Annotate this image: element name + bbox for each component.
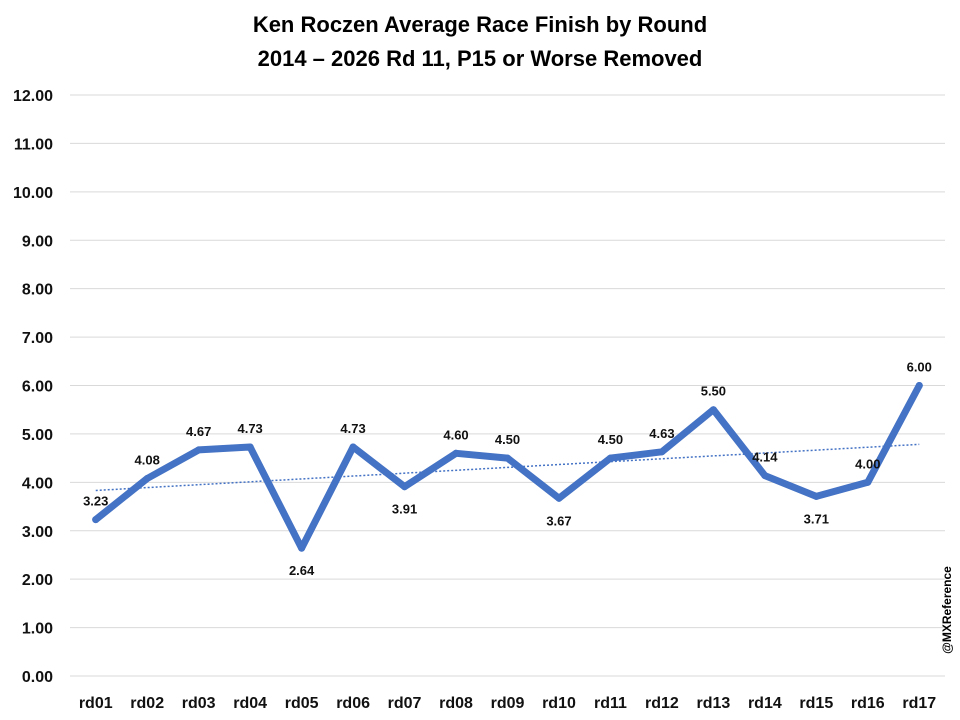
x-tick-label: rd13	[696, 695, 730, 712]
data-label: 3.67	[546, 513, 571, 528]
data-point	[915, 382, 923, 389]
data-point	[864, 478, 872, 486]
data-point	[349, 443, 357, 451]
trendline	[95, 443, 920, 492]
x-tick-label: rd06	[336, 695, 370, 712]
x-tick-label: rd01	[79, 695, 113, 712]
data-point	[246, 443, 254, 451]
x-tick-label: rd14	[748, 695, 782, 712]
x-tick-label: rd05	[285, 695, 319, 712]
data-label: 4.73	[237, 421, 262, 436]
y-tick-label: 12.00	[13, 88, 53, 105]
data-label: 2.64	[289, 563, 315, 578]
x-tick-label: rd02	[130, 695, 164, 712]
data-point	[401, 483, 409, 491]
x-tick-label: rd15	[799, 695, 833, 712]
x-tick-label: rd03	[182, 695, 216, 712]
x-tick-label: rd12	[645, 695, 679, 712]
y-tick-label: 9.00	[22, 233, 53, 250]
data-point	[143, 474, 151, 482]
data-point	[555, 494, 563, 502]
data-point	[298, 544, 306, 552]
x-tick-label: rd09	[491, 695, 525, 712]
chart-title: Ken Roczen Average Race Finish by Round	[252, 12, 708, 37]
x-tick-label: rd10	[542, 695, 576, 712]
data-point	[709, 406, 717, 414]
x-tick-label: rd08	[439, 695, 473, 712]
watermark: @MXReference	[940, 566, 954, 654]
x-tick-label: rd07	[388, 695, 422, 712]
y-tick-label: 6.00	[22, 379, 53, 396]
data-point	[812, 492, 820, 500]
y-tick-label: 11.00	[14, 136, 53, 153]
data-label: 5.50	[701, 384, 726, 399]
data-label: 4.50	[598, 432, 623, 447]
data-label: 4.08	[135, 452, 160, 467]
data-label: 4.50	[495, 432, 520, 447]
y-tick-label: 0.00	[22, 669, 53, 686]
data-point	[761, 472, 769, 480]
data-point	[504, 454, 511, 462]
y-tick-label: 7.00	[22, 330, 53, 347]
data-point	[195, 446, 203, 454]
data-point	[92, 516, 100, 524]
y-tick-label: 8.00	[22, 282, 53, 299]
x-tick-label: rd11	[594, 695, 627, 712]
y-tick-label: 4.00	[22, 475, 53, 492]
x-tick-label: rd17	[902, 695, 936, 712]
y-tick-label: 1.00	[22, 621, 53, 638]
x-tick-label: rd16	[851, 695, 885, 712]
chart-subtitle: 2014 – 2026 Rd 11, P15 or Worse Removed	[257, 46, 703, 71]
data-label: 4.63	[649, 426, 674, 441]
y-tick-label: 2.00	[22, 572, 53, 589]
y-tick-label: 5.00	[22, 427, 53, 444]
y-tick-label: 10.00	[13, 185, 53, 202]
data-label: 4.67	[186, 424, 211, 439]
data-point	[606, 454, 614, 462]
data-point	[452, 449, 460, 457]
data-label: 4.73	[340, 421, 365, 436]
data-label: 3.91	[392, 502, 417, 517]
data-label: 4.14	[752, 450, 778, 465]
data-label: 3.71	[804, 511, 829, 526]
y-tick-label: 3.00	[22, 524, 53, 541]
data-label: 3.23	[83, 494, 108, 509]
data-label: 6.00	[907, 360, 932, 375]
x-tick-label: rd04	[233, 695, 267, 712]
data-label: 4.00	[855, 456, 880, 471]
data-label: 4.60	[443, 427, 468, 442]
data-point	[658, 448, 666, 456]
